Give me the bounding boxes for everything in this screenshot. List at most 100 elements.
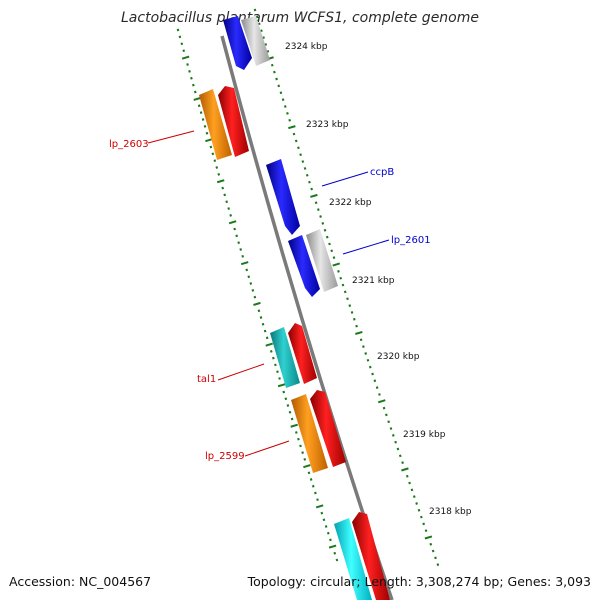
label-leader-line <box>217 363 265 381</box>
minor-tick <box>346 297 349 301</box>
minor-tick <box>178 35 182 39</box>
gene-feature-tal1-red[interactable] <box>288 323 317 384</box>
minor-tick <box>368 365 372 369</box>
major-tick <box>288 125 296 130</box>
minor-tick <box>314 201 318 205</box>
minor-tick <box>283 105 287 108</box>
minor-tick <box>215 166 219 169</box>
minor-tick <box>335 558 339 562</box>
minor-tick <box>398 454 402 458</box>
minor-tick <box>188 70 191 73</box>
major-tick <box>181 55 190 60</box>
minor-tick <box>373 379 377 383</box>
minor-tick <box>396 447 400 451</box>
inner-tick-ruler <box>176 28 339 562</box>
minor-tick <box>235 234 238 238</box>
minor-tick <box>408 481 411 485</box>
gene-label-lp_2603[interactable]: lp_2603 <box>109 139 149 150</box>
gene-label-ccpB[interactable]: ccpB <box>370 167 394 178</box>
minor-tick <box>350 311 354 314</box>
minor-tick <box>436 563 440 566</box>
minor-tick <box>343 290 347 294</box>
gene-label-tal1[interactable]: tal1 <box>197 374 216 385</box>
minor-tick <box>326 531 330 535</box>
major-tick <box>277 383 286 388</box>
gene-feature-bottom-red[interactable] <box>352 512 390 600</box>
minor-tick <box>274 363 277 367</box>
major-tick <box>228 220 237 225</box>
tick-label: 2318 kbp <box>429 507 472 517</box>
gene-label-lp_2599[interactable]: lp_2599 <box>205 451 245 462</box>
minor-tick <box>319 215 322 218</box>
gene-feature-tal1-teal[interactable] <box>270 327 300 388</box>
minor-tick <box>429 542 433 546</box>
major-tick <box>205 138 213 143</box>
gene-feature-bottom-cyan[interactable] <box>334 518 372 600</box>
gene-feature-top-gray[interactable] <box>241 16 270 66</box>
minor-tick <box>270 63 274 67</box>
minor-tick <box>382 406 386 410</box>
minor-tick <box>314 491 317 495</box>
minor-tick <box>261 322 265 326</box>
major-tick <box>253 301 261 306</box>
gene-label-lp_2601[interactable]: lp_2601 <box>391 235 431 246</box>
gene-feature-lp_2603-red[interactable] <box>218 86 249 157</box>
minor-tick <box>366 358 370 362</box>
gene-feature-lp_2601-blue[interactable] <box>288 235 320 297</box>
major-tick <box>377 399 386 404</box>
major-tick <box>328 544 337 549</box>
minor-tick <box>389 427 393 430</box>
minor-tick <box>329 538 332 542</box>
minor-tick <box>415 502 418 505</box>
minor-tick <box>239 248 243 251</box>
gene-feature-lp_2599-red[interactable] <box>310 390 346 467</box>
gene-feature-lp_2599-orange[interactable] <box>291 394 328 473</box>
minor-tick <box>249 282 253 285</box>
major-tick <box>193 96 202 101</box>
minor-tick <box>359 338 363 342</box>
minor-tick <box>176 28 180 32</box>
minor-tick <box>424 529 428 533</box>
minor-tick <box>182 49 186 53</box>
minor-tick <box>201 118 205 121</box>
minor-tick <box>213 159 217 163</box>
gene-feature-top-blue[interactable] <box>223 16 252 70</box>
minor-tick <box>288 410 292 414</box>
major-tick <box>401 467 409 472</box>
minor-tick <box>401 461 404 464</box>
gene-feature-lp_2603-orange[interactable] <box>199 89 232 160</box>
minor-tick <box>333 551 337 555</box>
tick-label: 2321 kbp <box>352 276 395 286</box>
major-tick <box>290 423 298 428</box>
minor-tick <box>277 84 281 88</box>
minor-tick <box>225 200 228 204</box>
major-tick <box>240 261 249 266</box>
minor-tick <box>310 187 313 191</box>
minor-tick <box>193 90 197 94</box>
major-tick <box>310 193 318 198</box>
label-leader-line <box>321 171 369 187</box>
gene-feature-lp_2601-gray[interactable] <box>306 229 338 292</box>
minor-tick <box>322 518 326 522</box>
minor-tick <box>229 214 232 217</box>
label-leader-line <box>147 130 195 144</box>
minor-tick <box>223 193 227 197</box>
minor-tick <box>269 350 273 353</box>
minor-tick <box>422 522 426 526</box>
minor-tick <box>434 556 437 560</box>
minor-tick <box>375 386 379 389</box>
major-tick <box>424 535 433 540</box>
minor-tick <box>276 370 279 374</box>
minor-tick <box>227 207 230 210</box>
minor-tick <box>297 146 300 150</box>
minor-tick <box>257 309 261 313</box>
minor-tick <box>279 91 283 95</box>
minor-tick <box>245 268 249 272</box>
minor-tick <box>328 242 331 246</box>
minor-tick <box>303 458 307 461</box>
minor-tick <box>325 235 329 239</box>
minor-tick <box>260 29 263 33</box>
major-tick <box>303 464 311 469</box>
gene-feature-ccpB[interactable] <box>266 159 300 235</box>
